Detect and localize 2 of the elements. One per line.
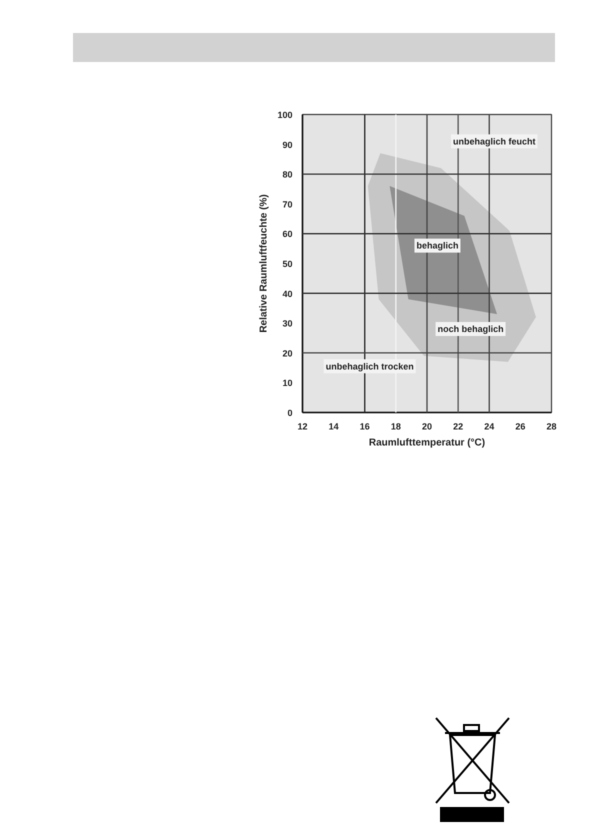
y-tick-label: 100 (277, 110, 293, 120)
x-tick-label: 28 (546, 422, 557, 432)
